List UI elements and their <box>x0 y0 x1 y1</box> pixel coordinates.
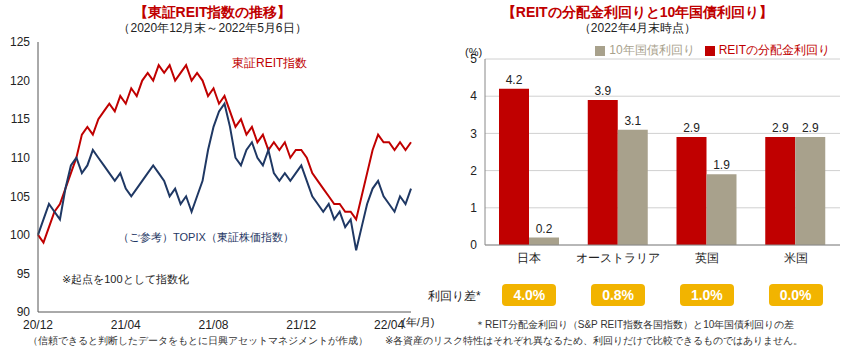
html-text:4.0%: 4.0% <box>513 287 546 303</box>
svg-text:120: 120 <box>10 74 30 88</box>
html-text:（2022年4月末時点）: （2022年4月末時点） <box>578 21 697 35</box>
svg-text:0: 0 <box>470 238 477 252</box>
svg-text:3.9: 3.9 <box>594 84 611 98</box>
svg-text:2.9: 2.9 <box>802 121 819 135</box>
svg-text:21/04: 21/04 <box>111 318 141 332</box>
html-text:(年/月): (年/月) <box>402 316 435 328</box>
svg-text:20/12: 20/12 <box>23 318 53 332</box>
svg-text:115: 115 <box>11 112 30 126</box>
svg-text:0.2: 0.2 <box>536 222 553 236</box>
svg-text:125: 125 <box>10 35 30 49</box>
html-text:（2020年12月末～2022年5月6日）: （2020年12月末～2022年5月6日） <box>118 21 307 35</box>
html-text:REITの分配金利回り: REITの分配金利回り <box>718 43 830 57</box>
svg-text:1: 1 <box>470 201 477 215</box>
svg-text:2: 2 <box>470 164 477 178</box>
html-text:1.0%: 1.0% <box>690 287 723 303</box>
svg-text:22/04: 22/04 <box>374 318 404 332</box>
svg-text:21/12: 21/12 <box>286 318 316 332</box>
html-text:【東証REIT指数の推移】: 【東証REIT指数の推移】 <box>133 4 292 20</box>
svg-text:日本: 日本 <box>517 251 541 265</box>
svg-text:3: 3 <box>470 127 477 141</box>
html-text:10年国債利回り: 10年国債利回り <box>609 43 695 57</box>
svg-text:100: 100 <box>10 228 30 242</box>
svg-text:1.9: 1.9 <box>713 158 730 172</box>
html-text:＊REIT分配金利回り（S&P REIT指数各国指数）と10: ＊REIT分配金利回り（S&P REIT指数各国指数）と10年国債利回りの差 <box>475 319 795 330</box>
svg-text:英国: 英国 <box>695 251 719 265</box>
svg-text:オーストラリア: オーストラリア <box>576 251 660 265</box>
svg-text:4.2: 4.2 <box>506 73 523 87</box>
html-text:（ご参考）TOPIX（東証株価指数）: （ご参考）TOPIX（東証株価指数） <box>118 231 294 243</box>
svg-text:21/08: 21/08 <box>199 318 229 332</box>
html-text:0.0%: 0.0% <box>779 287 812 303</box>
svg-text:90: 90 <box>17 305 31 319</box>
html-text:※起点を100として指数化: ※起点を100として指数化 <box>62 273 189 285</box>
html-text:【REITの分配金利回りと10年国債利回り】: 【REITの分配金利回りと10年国債利回り】 <box>501 4 774 20</box>
svg-text:105: 105 <box>10 190 30 204</box>
html-text:（信頼できると判断したデータをもとに日興アセットマネジメント: （信頼できると判断したデータをもとに日興アセットマネジメントが作成） <box>28 335 368 346</box>
svg-text:4: 4 <box>470 89 477 103</box>
svg-text:95: 95 <box>17 267 31 281</box>
svg-text:2.9: 2.9 <box>683 121 700 135</box>
svg-text:米国: 米国 <box>784 251 808 265</box>
html-text:利回り差*: 利回り差* <box>428 289 481 303</box>
svg-text:3.1: 3.1 <box>624 114 641 128</box>
svg-text:110: 110 <box>11 151 30 165</box>
svg-text:2.9: 2.9 <box>772 121 789 135</box>
svg-text:5: 5 <box>470 52 477 67</box>
html-text:※各資産のリスク特性はそれぞれ異なるため、利回りだけで比較で: ※各資産のリスク特性はそれぞれ異なるため、利回りだけで比較できるものではありませ… <box>385 335 804 346</box>
html-text:東証REIT指数: 東証REIT指数 <box>232 56 308 70</box>
html-text:0.8%: 0.8% <box>602 287 635 303</box>
